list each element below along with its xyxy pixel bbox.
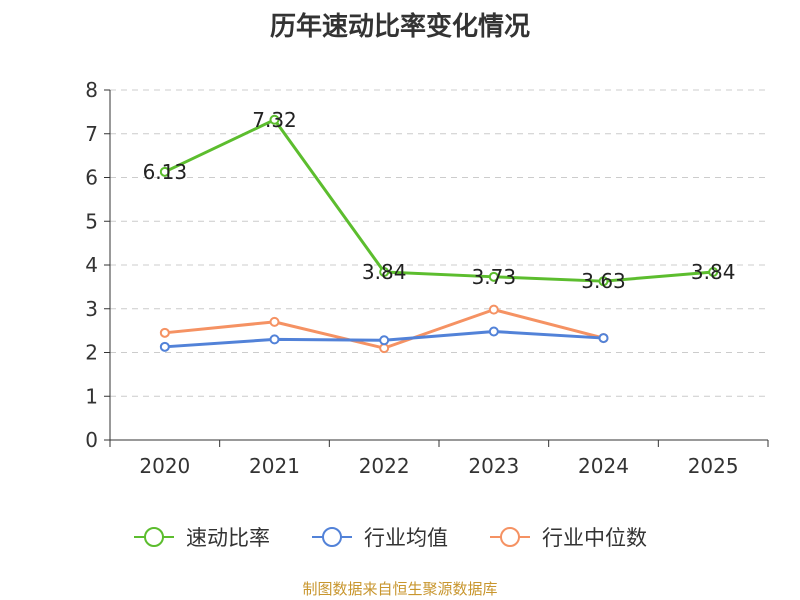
legend-label: 速动比率: [186, 526, 270, 550]
legend-label: 行业中位数: [542, 526, 647, 550]
data-label: 6.13: [143, 160, 188, 184]
x-tick-label: 2023: [468, 454, 519, 478]
series-0-point: [269, 114, 280, 125]
y-tick-label: 4: [85, 253, 98, 277]
y-tick-label: 6: [85, 166, 98, 190]
data-label: 3.84: [362, 260, 407, 284]
legend-swatch-marker: [322, 527, 342, 547]
axes: 0 1 2 3 4 5 6 7 8 2020 2021 2022 2023 2024 2025: [85, 78, 769, 478]
legend: 速动比率 行业均值 行业中位数: [134, 526, 647, 550]
source-note: 制图数据来自恒生聚源数据库: [302, 580, 498, 598]
series-2-point: [379, 343, 390, 354]
data-label: 3.84: [691, 260, 736, 284]
y-tick-label: 5: [85, 209, 98, 233]
y-tick-label: 0: [85, 428, 98, 452]
y-tick-label: 8: [85, 78, 98, 102]
x-tick-label: 2021: [249, 454, 300, 478]
series-2-point: [159, 327, 170, 338]
data-label: 7.32: [252, 108, 297, 132]
legend-item-0: 速动比率: [134, 526, 270, 550]
x-tick-label: 2024: [578, 454, 629, 478]
x-tick-label: 2025: [688, 454, 739, 478]
series-2-point: [269, 316, 280, 327]
legend-label: 行业均值: [364, 526, 448, 550]
chart-title: 历年速动比率变化情况: [269, 12, 530, 42]
legend-swatch-marker: [500, 527, 520, 547]
series-1-point: [269, 334, 280, 345]
y-tick-label: 7: [85, 122, 98, 146]
legend-item-2: 行业中位数: [490, 526, 647, 550]
series-0-point: [159, 166, 170, 177]
series-1-point: [488, 326, 499, 337]
x-tick-label: 2020: [139, 454, 190, 478]
data-label: 3.73: [472, 265, 517, 289]
x-tick-label: 2022: [359, 454, 410, 478]
series-0-point: [708, 267, 719, 277]
series-0-point: [488, 271, 499, 282]
y-tick-label: 1: [85, 384, 98, 408]
series-1-point: [598, 333, 609, 344]
series-0-line: [164, 118, 714, 283]
series-2-point: [488, 304, 499, 315]
y-tick-label: 2: [85, 341, 98, 365]
y-tick-label: 3: [85, 297, 98, 321]
series-1-point: [159, 341, 170, 352]
series-layer: [159, 114, 719, 354]
data-labels: 6.13 7.32 3.84 3.73 3.63 3.84: [143, 108, 736, 293]
series-1-point: [379, 335, 390, 346]
legend-item-1: 行业均值: [312, 526, 448, 550]
data-label: 3.63: [581, 269, 626, 293]
series-0-point: [379, 267, 390, 277]
series-0-point: [598, 276, 609, 287]
grid-lines: [110, 89, 768, 397]
legend-swatch-marker: [144, 527, 164, 547]
